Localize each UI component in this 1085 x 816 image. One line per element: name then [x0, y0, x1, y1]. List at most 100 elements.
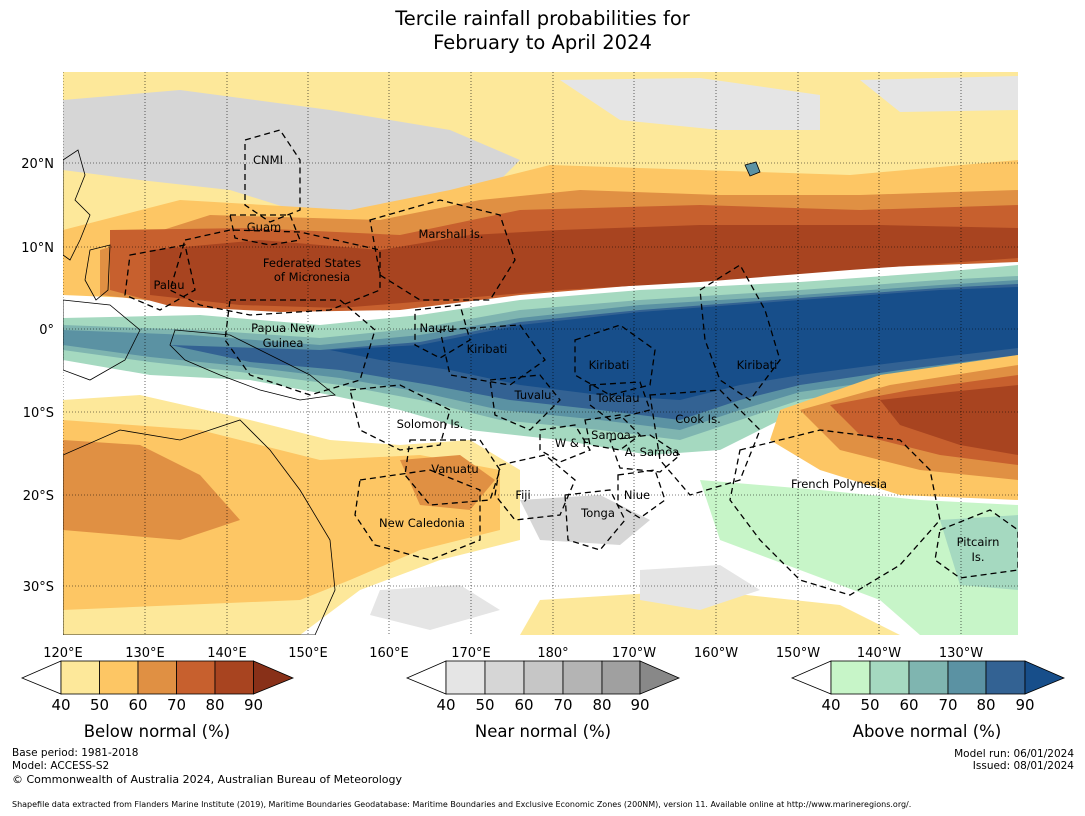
eez-vanuatu [404, 439, 501, 506]
eez-wallis-futuna [539, 424, 591, 463]
label-pitcairn-1: Pitcairn [957, 535, 1000, 549]
colorbar-above-tick-50: 50 [860, 696, 879, 714]
colorbar-above-tick-40: 40 [821, 696, 840, 714]
label-american-samoa: A. Samoa [625, 445, 680, 459]
label-marshall-islands: Marshall Is. [418, 227, 483, 241]
landmass-philippines [84, 244, 111, 301]
label-kiribati-gilbert: Kiribati [467, 342, 508, 356]
label-micronesia-2: of Micronesia [274, 270, 350, 284]
lat-label-20n: 20°N [21, 157, 54, 172]
landmass-borneo [63, 299, 141, 381]
label-fiji: Fiji [515, 488, 530, 502]
colorbar-near-cell-70-80 [562, 660, 603, 695]
below-normal-south-east-40 [520, 590, 900, 635]
lon-label-160e: 160°E [369, 646, 409, 661]
eez-french-polynesia [729, 429, 941, 596]
lon-label-170e: 170°E [451, 646, 491, 661]
label-cnmi: CNMI [253, 153, 283, 167]
label-samoa: Samoa [591, 428, 631, 442]
label-kiribati-line: Kiribati [737, 358, 778, 372]
landmass-australia [63, 419, 336, 635]
colorbar-below-title: Below normal (%) [84, 722, 231, 741]
colorbar-near-tick-70: 70 [553, 696, 572, 714]
label-palau: Palau [154, 278, 185, 292]
eez-tuvalu [489, 374, 561, 431]
eez-guam [229, 214, 301, 246]
colorbar-above-cell-60-70 [908, 660, 949, 695]
colorbar-below-tick-60: 60 [128, 696, 147, 714]
lon-label-120e: 120°E [43, 646, 83, 661]
eez-niue [617, 469, 666, 519]
colorbar-above-title: Above normal (%) [853, 722, 1002, 741]
longitude-labels: 120°E 130°E 140°E 150°E 160°E 170°E 180°… [43, 646, 983, 661]
eez-png [224, 299, 376, 396]
graticule [63, 72, 1018, 635]
colorbar-below-tick-80: 80 [205, 696, 224, 714]
label-tokelau: Tokelau [596, 391, 640, 405]
colorbar-near-cell-60-70 [523, 660, 564, 695]
colorbar-above-normal: 40 50 60 70 80 90 Above normal (%) [790, 660, 1066, 741]
label-tonga: Tonga [580, 506, 615, 520]
colorbar-above-tick-70: 70 [938, 696, 957, 714]
lon-label-150w: 150°W [776, 646, 820, 661]
label-guam: Guam [247, 220, 281, 234]
landmass-asia-coast [63, 149, 91, 261]
colorbar-near-cell-80-90 [601, 660, 641, 695]
colorbar-above-cell-gt90 [1024, 660, 1066, 695]
eez-cook-islands [649, 389, 761, 496]
colorbar-below-tick-40: 40 [51, 696, 70, 714]
near-normal-north-patch-3 [860, 76, 1018, 112]
colorbar-near-cell-gt90 [639, 660, 681, 695]
below-normal-east-80 [880, 385, 1018, 455]
lon-label-150e: 150°E [288, 646, 328, 661]
colorbar-below-cell-40-50 [60, 660, 100, 695]
footer-model-run: Model run: 06/01/2024 [954, 748, 1074, 760]
lon-label-170w: 170°W [612, 646, 656, 661]
colorbar-near-cell-lt40 [405, 660, 447, 695]
latitude-labels: 20°N 10°N 0° 10°S 20°S 30°S [21, 157, 54, 595]
colorbar-near-ticks: 40 50 60 70 80 90 [436, 696, 649, 714]
title-line-2: February to April 2024 [433, 31, 652, 54]
eez-cnmi [244, 129, 301, 223]
colorbar-below-cell-50-60 [99, 660, 139, 695]
label-solomon-islands: Solomon Is. [397, 417, 464, 431]
colorbar-below-cell-80-90 [214, 660, 254, 695]
colorbar-near-normal: 40 50 60 70 80 90 Near normal (%) [405, 660, 681, 741]
colorbar-near-title: Near normal (%) [475, 722, 611, 741]
colorbar-below-cell-lt40 [20, 660, 62, 695]
colorbar-near-tick-50: 50 [475, 696, 494, 714]
label-png-2: Guinea [263, 336, 304, 350]
above-normal-pitcairn-60 [940, 515, 1018, 590]
lat-label-20s: 20°S [23, 489, 54, 504]
footer-model: Model: ACCESS-S2 [12, 760, 110, 772]
near-normal-south-patch [520, 495, 650, 545]
eez-pitcairn [934, 509, 1018, 579]
colorbar-near-tick-60: 60 [514, 696, 533, 714]
lat-label-10n: 10°N [21, 241, 54, 256]
footer-source: Shapefile data extracted from Flanders M… [12, 800, 912, 809]
colorbar-above-tick-60: 60 [899, 696, 918, 714]
landmass-new-guinea [169, 329, 336, 401]
eez-new-caledonia [354, 469, 481, 561]
eez-nauru [414, 304, 471, 359]
eez-american-samoa [609, 434, 682, 473]
lon-label-140w: 140°W [857, 646, 901, 661]
colorbar-near-tick-90: 90 [630, 696, 649, 714]
landmass-hawaii [744, 161, 761, 177]
eez-micronesia [169, 229, 381, 316]
eez-marshall-islands [369, 199, 516, 301]
colorbar-above-cell-40-50 [830, 660, 871, 695]
label-nauru: Nauru [420, 321, 455, 335]
title-line-1: Tercile rainfall probabilities for [395, 7, 690, 30]
label-png-1: Papua New [251, 321, 315, 335]
eez-solomon-islands [349, 384, 451, 451]
footer-issued: Issued: 08/01/2024 [972, 760, 1074, 772]
near-normal-south-patch-2 [370, 585, 500, 630]
lat-label-30s: 30°S [23, 580, 54, 595]
lat-label-0: 0° [39, 323, 54, 338]
below-normal-south-60 [63, 440, 240, 540]
colorbar-above-cell-80-90 [985, 660, 1026, 695]
near-normal-north-patch [63, 90, 520, 215]
label-new-caledonia: New Caledonia [379, 516, 465, 530]
label-micronesia-1: Federated States [263, 256, 361, 270]
